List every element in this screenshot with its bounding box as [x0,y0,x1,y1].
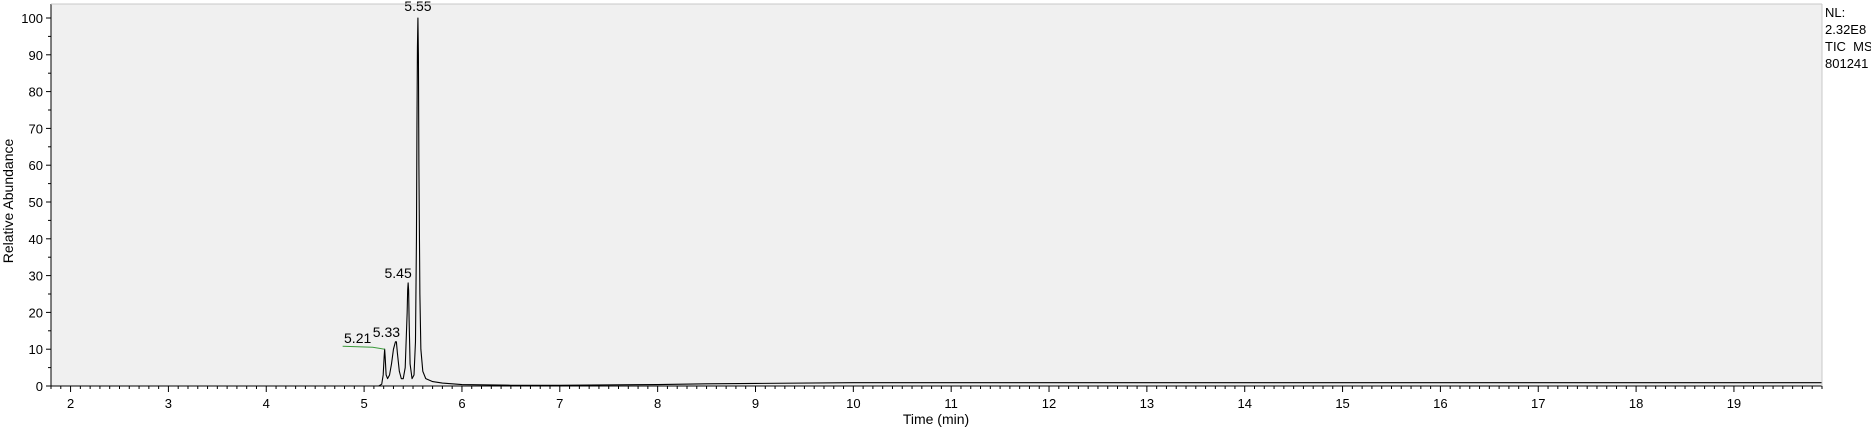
tic-trace-line [51,17,1822,387]
peak-label: 5.45 [385,265,412,281]
nl-value: 2.32E8 [1825,22,1867,37]
x-tick-label: 9 [752,396,759,411]
nl-label: NL: [1825,5,1846,20]
x-tick-label: 19 [1727,396,1741,411]
x-tick-label: 14 [1237,396,1251,411]
scan-filter: TIC MS [1825,39,1871,54]
x-tick-label: 15 [1335,396,1349,411]
peak-label: 5.21 [344,330,371,346]
peak-label: 5.55 [404,0,431,14]
plot-area-background [51,4,1822,386]
x-tick-label: 13 [1140,396,1154,411]
peak-label: 5.33 [373,324,400,340]
x-tick-label: 12 [1042,396,1056,411]
y-axis-title: Relative Abundance [0,139,16,264]
x-tick-label: 10 [846,396,860,411]
y-tick-label: 0 [36,379,43,394]
y-tick-label: 40 [29,232,43,247]
x-tick-label: 4 [263,396,270,411]
y-tick-label: 50 [29,195,43,210]
peak-connector-line [342,345,385,350]
info-panel: NL: 2.32E8 TIC MS 801241 [1825,4,1871,72]
x-axis-title: Time (min) [903,411,969,427]
x-tick-label: 18 [1629,396,1643,411]
x-tick-label: 3 [165,396,172,411]
sample-name: 801241 [1825,56,1869,71]
x-tick-label: 7 [556,396,563,411]
y-tick-label: 30 [29,269,43,284]
x-tick-label: 6 [458,396,465,411]
y-tick-label: 100 [21,11,43,26]
y-axis-ticks: 0 10 20 30 40 50 60 70 80 90 100 [21,11,51,394]
x-tick-label: 11 [944,396,958,411]
x-tick-label: 2 [67,396,74,411]
x-axis-ticks: 2 3 4 5 6 7 8 9 10 11 12 13 14 15 16 17 18 19 [50,386,1823,411]
x-tick-label: 5 [360,396,367,411]
y-tick-label: 90 [29,48,43,63]
y-tick-label: 20 [29,305,43,320]
x-tick-label: 8 [654,396,661,411]
x-tick-label: 16 [1433,396,1447,411]
x-tick-label: 17 [1531,396,1545,411]
y-tick-label: 10 [29,342,43,357]
peak-annotations: 5.21 5.33 5.45 5.55 [342,0,432,350]
y-tick-label: 60 [29,158,43,173]
trace-layer [51,17,1822,387]
y-tick-label: 80 [29,85,43,100]
y-tick-label: 70 [29,121,43,136]
